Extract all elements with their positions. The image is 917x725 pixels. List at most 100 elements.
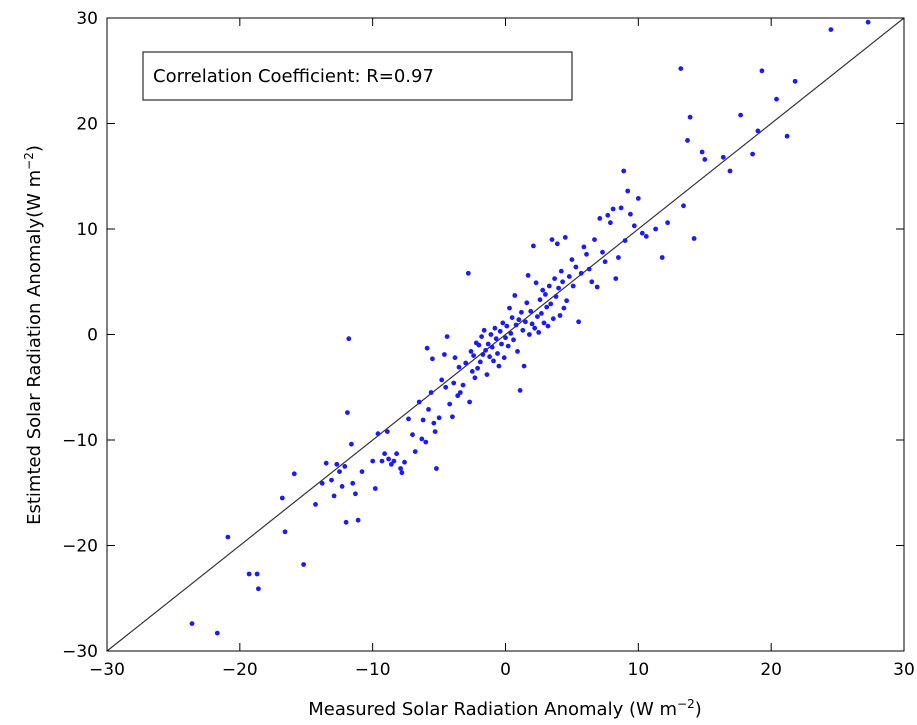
data-point [520,327,526,333]
data-point [346,336,352,342]
x-tick-label: −30 [89,660,125,680]
data-point [492,325,498,331]
data-point [554,241,560,247]
y-tick-label: 10 [76,220,98,240]
y-axis-label-close: ) [24,145,45,152]
data-point [750,151,755,157]
data-point [552,276,557,281]
data-point [225,534,231,540]
data-point [507,305,512,311]
data-point [279,495,285,501]
data-point [505,343,511,349]
data-point [631,223,637,229]
data-point [406,416,411,422]
data-point [254,571,260,577]
x-axis-label: Measured Solar Radiation Anomaly (W m−2) [308,697,702,720]
y-tick-label: 0 [87,326,98,346]
data-point [489,344,495,350]
data-point [536,330,542,335]
data-point [525,273,531,278]
data-point [481,327,487,333]
data-point [566,274,572,279]
data-point [388,461,394,467]
data-point [504,323,510,329]
data-point [643,234,649,239]
data-point [384,429,390,434]
data-point [597,216,603,221]
x-axis-label-text: Measured Solar Radiation Anomaly (W m [308,699,677,720]
data-point [539,311,544,316]
data-point [699,149,705,155]
data-point [488,332,494,337]
data-point [549,237,555,243]
data-point [516,317,522,323]
data-point [370,458,376,464]
data-point [560,279,565,285]
data-point [444,334,450,339]
data-point [484,372,490,377]
y-axis-label-text: Estimted Solar Radiation Anomaly(W m [24,170,45,525]
data-point [562,235,568,240]
data-point [517,388,523,393]
data-point [472,375,478,381]
data-point [600,249,605,255]
data-point [608,220,613,226]
data-point [594,284,600,290]
data-point [501,355,507,361]
data-point [584,251,589,257]
data-point [256,586,261,592]
data-point [452,355,458,361]
data-point [463,360,469,366]
data-point [578,270,584,276]
data-point [491,358,496,364]
data-point [774,96,779,102]
data-point [610,206,616,212]
data-point [503,335,508,341]
x-tick-label: −10 [355,660,391,680]
data-point [727,168,733,174]
data-point [323,460,329,466]
y-tick-label: 20 [76,115,98,135]
data-point [545,323,551,329]
data-point [291,471,297,477]
data-point [512,293,518,298]
data-point [508,331,514,336]
data-point [755,128,761,134]
y-axis-label-exponent: −2 [22,152,36,170]
data-point [468,349,474,354]
x-axis-label-exponent: −2 [677,697,695,711]
data-point [355,517,361,523]
data-point [500,320,506,326]
data-point [343,519,349,525]
data-point [345,410,350,415]
data-point [586,266,592,272]
data-point [738,112,743,118]
data-point [342,464,348,469]
data-point [541,320,547,326]
data-point [467,399,472,405]
data-point [487,354,492,360]
data-point [382,451,387,457]
data-point [553,294,559,299]
data-point [485,341,491,347]
data-point [543,292,548,297]
data-point [442,352,447,357]
data-point [337,469,342,474]
data-point [423,439,429,445]
y-tick-label: 30 [76,9,98,29]
data-point [605,212,611,218]
data-point [443,384,449,390]
data-point [410,432,415,438]
data-point [550,316,556,322]
data-point [544,304,550,310]
data-point [189,621,195,626]
data-point [431,420,437,426]
data-point [576,319,581,325]
data-point [375,431,381,437]
data-point [455,393,461,399]
data-point [524,300,530,306]
data-point [533,280,539,286]
data-point [353,491,358,497]
data-point [424,345,430,351]
data-point [394,451,399,457]
